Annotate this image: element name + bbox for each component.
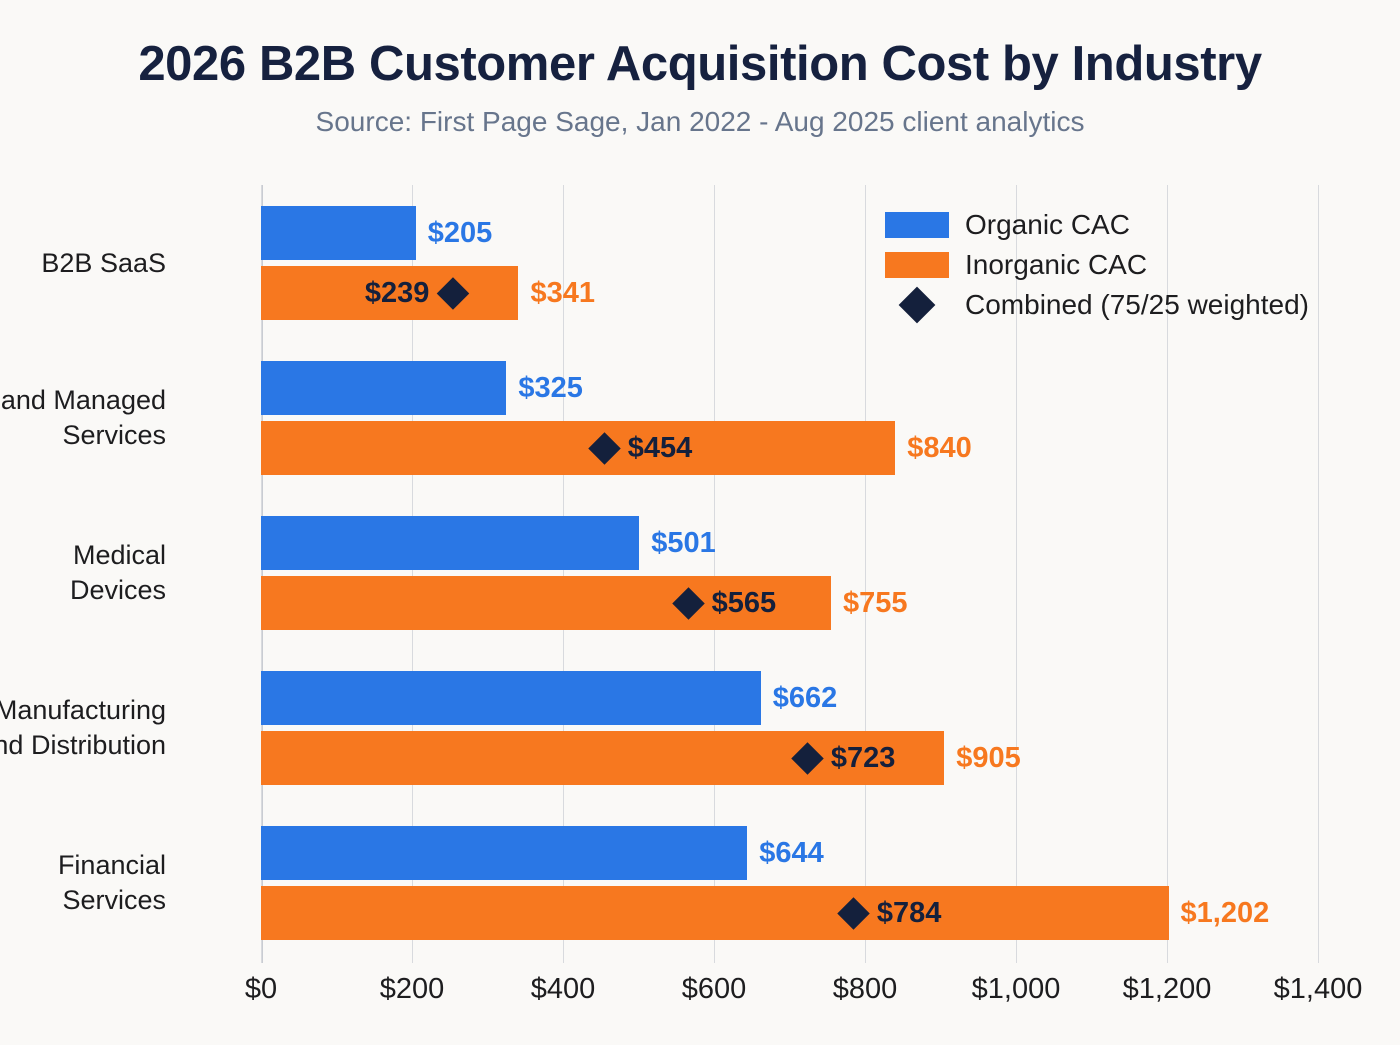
diamond-icon	[671, 586, 705, 620]
bar-value-inorganic: $755	[843, 587, 908, 619]
category-label: Manufacturing and Distribution	[0, 693, 166, 763]
bar-inorganic[interactable]	[261, 421, 896, 475]
chart-title: 2026 B2B Customer Acquisition Cost by In…	[138, 37, 1262, 91]
x-tick-label: $200	[379, 973, 445, 1005]
x-tick-label: $400	[530, 973, 596, 1005]
legend-item[interactable]: Combined (75/25 weighted)	[885, 285, 1309, 325]
category-label-line: B2B SaaS	[41, 247, 166, 278]
category-label-line: Financial	[57, 850, 166, 880]
bar-value-inorganic: $341	[530, 277, 595, 309]
bar-inorganic[interactable]	[261, 886, 1169, 940]
bar-organic[interactable]	[261, 361, 507, 415]
bar-value-organic: $325	[518, 372, 583, 404]
category-label-line: Manufacturing	[0, 695, 166, 725]
x-tick-label: $1,400	[1273, 973, 1363, 1005]
gridline	[1318, 185, 1319, 963]
x-tick-label: $600	[681, 973, 747, 1005]
bar-organic[interactable]	[261, 826, 748, 880]
gridline	[1167, 185, 1168, 963]
combined-value-label: $784	[876, 897, 942, 929]
diamond-icon	[791, 741, 824, 775]
bar-value-organic: $662	[772, 682, 838, 714]
bar-inorganic[interactable]	[261, 266, 519, 320]
bar-value-inorganic: $1,202	[1180, 897, 1270, 929]
legend-swatch-icon	[885, 252, 949, 278]
category-label: B2B SaaS	[0, 246, 166, 281]
bar-organic[interactable]	[261, 206, 416, 260]
gridline	[865, 185, 866, 963]
combined-value-label: $454	[627, 432, 693, 464]
gridline	[563, 185, 564, 963]
bar-value-organic: $644	[759, 837, 824, 869]
x-tick-label: $1,000	[971, 973, 1061, 1005]
category-label: IT and Managed Services	[0, 383, 166, 453]
category-label-line: Services	[62, 885, 166, 915]
combined-marker-group[interactable]: $239	[364, 266, 470, 320]
category-label-line: Devices	[69, 575, 166, 605]
chart-legend: Organic CAC Inorganic CAC Combined (75/25 …	[885, 205, 1309, 325]
legend-label: Organic CAC	[965, 209, 1130, 240]
diamond-icon	[588, 431, 621, 465]
category-label: Medical Devices	[0, 538, 166, 608]
x-tick-label: $1,200	[1122, 973, 1212, 1005]
combined-marker-group[interactable]: $565	[671, 576, 777, 630]
combined-value-label: $239	[364, 277, 430, 309]
combined-marker-group[interactable]: $784	[837, 886, 942, 940]
bar-inorganic[interactable]	[261, 576, 832, 630]
chart-subtitle: Source: First Page Sage, Jan 2022 - Aug …	[315, 106, 1085, 137]
bar-organic[interactable]	[261, 516, 640, 570]
y-axis-line	[261, 185, 263, 963]
bar-value-organic: $501	[651, 527, 716, 559]
category-label: Financial Services	[0, 848, 166, 918]
gridline	[261, 185, 262, 963]
category-label-line: IT and Managed	[0, 385, 166, 415]
legend-item[interactable]: Organic CAC	[885, 205, 1309, 245]
diamond-icon	[837, 896, 870, 930]
plot-area: $205 $341 $239 $325 $840 $454 $501 $755 $565 $662…	[0, 185, 1362, 1005]
category-label-line: Medical	[72, 540, 166, 570]
x-tick-label: $800	[832, 973, 898, 1005]
gridline	[412, 185, 413, 963]
legend-swatch-icon	[885, 212, 949, 238]
legend-diamond-icon	[898, 286, 936, 324]
x-tick-label: $0	[244, 973, 278, 1005]
gridline	[1016, 185, 1017, 963]
bar-value-inorganic: $840	[907, 432, 972, 464]
legend-item[interactable]: Inorganic CAC	[885, 245, 1309, 285]
bar-value-organic: $205	[427, 217, 493, 249]
combined-value-label: $565	[711, 587, 777, 619]
category-label-line: Services	[62, 420, 166, 450]
diamond-icon	[436, 276, 470, 310]
legend-label: Combined (75/25 weighted)	[965, 289, 1309, 320]
combined-value-label: $723	[830, 742, 896, 774]
combined-marker-group[interactable]: $723	[791, 731, 896, 785]
combined-marker-group[interactable]: $454	[588, 421, 693, 475]
bar-value-inorganic: $905	[956, 742, 1021, 774]
legend-diamond-wrap	[885, 286, 949, 324]
gridline	[714, 185, 715, 963]
bar-inorganic[interactable]	[261, 731, 945, 785]
legend-label: Inorganic CAC	[965, 249, 1148, 280]
bar-organic[interactable]	[261, 671, 761, 725]
category-label-line: and Distribution	[0, 730, 166, 760]
